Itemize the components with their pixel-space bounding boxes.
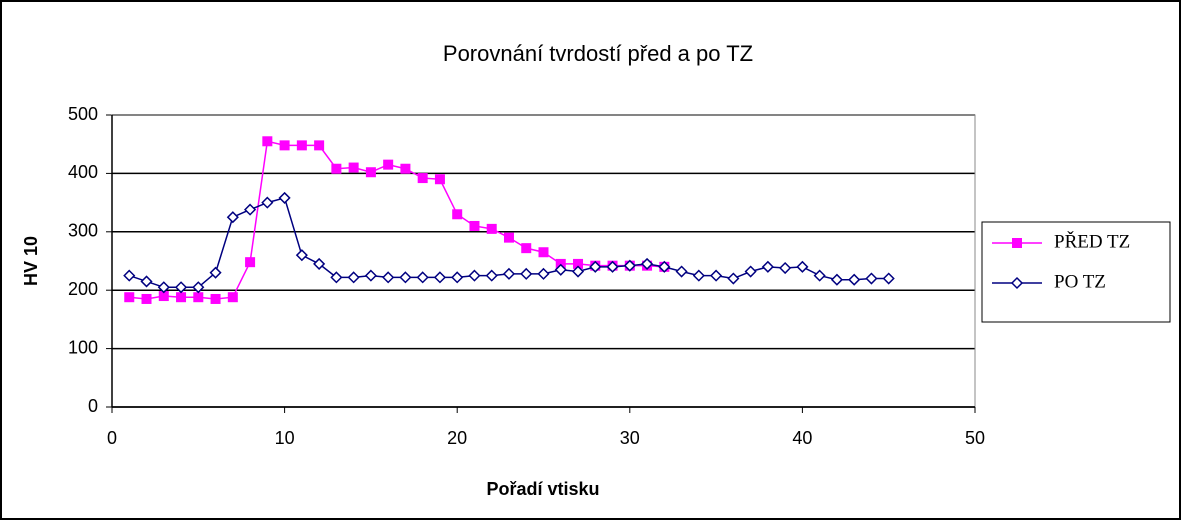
point [486, 223, 497, 234]
y-tick-label: 500 [68, 104, 98, 124]
point [485, 269, 498, 282]
point [382, 271, 395, 284]
point [675, 265, 688, 278]
point [347, 271, 360, 284]
point [244, 203, 257, 216]
point [640, 257, 654, 270]
chart-title: Porovnání tvrdostí před a po TZ [443, 41, 753, 66]
point [554, 263, 567, 276]
point [538, 247, 549, 258]
point [848, 273, 861, 286]
x-tick-label: 20 [447, 428, 467, 448]
point [521, 243, 532, 254]
point [761, 260, 774, 273]
point [468, 269, 481, 282]
point [192, 281, 205, 294]
point [571, 265, 585, 278]
point [813, 269, 826, 282]
point [830, 273, 843, 286]
legend-label: PO TZ [1054, 271, 1106, 292]
point [383, 159, 394, 170]
point [295, 249, 308, 262]
point [469, 220, 480, 231]
point [399, 271, 412, 284]
point [744, 265, 757, 278]
point [279, 140, 290, 151]
point [210, 293, 221, 304]
x-tick-label: 10 [275, 428, 295, 448]
point [779, 261, 792, 275]
point [434, 174, 445, 185]
point [658, 260, 671, 273]
point [209, 266, 222, 279]
point [245, 257, 256, 268]
point [452, 209, 463, 220]
point [537, 267, 550, 280]
y-axis-label: HV 10 [21, 236, 41, 286]
x-tick-label: 50 [965, 428, 985, 448]
point [796, 260, 809, 273]
point [123, 269, 136, 282]
legend-marker [1010, 276, 1024, 290]
point [141, 293, 152, 304]
point [296, 140, 307, 151]
point [226, 211, 239, 224]
point [573, 258, 584, 269]
y-tick-label: 100 [68, 337, 98, 357]
point [348, 162, 359, 173]
point [227, 292, 238, 303]
point [882, 272, 895, 285]
y-tick-label: 200 [68, 279, 98, 299]
point [331, 163, 342, 174]
y-tick-label: 300 [68, 221, 98, 241]
point [400, 163, 411, 174]
point [416, 271, 429, 284]
point [176, 292, 187, 303]
point [314, 140, 325, 151]
point [313, 257, 326, 270]
point [157, 281, 170, 294]
legend-marker [1012, 238, 1022, 248]
point [589, 260, 602, 273]
point [865, 272, 878, 285]
point [623, 259, 636, 272]
point [365, 167, 376, 178]
point [140, 275, 153, 288]
point [174, 281, 188, 294]
point [364, 269, 377, 282]
x-tick-label: 0 [107, 428, 117, 448]
point [262, 136, 273, 147]
point [417, 173, 428, 184]
point [710, 269, 723, 282]
point [330, 271, 343, 284]
point [261, 196, 274, 209]
point [503, 232, 514, 243]
point [692, 269, 705, 282]
x-tick-label: 30 [620, 428, 640, 448]
x-tick-label: 40 [792, 428, 812, 448]
point [502, 267, 516, 280]
point [158, 291, 169, 302]
point [606, 260, 619, 273]
y-tick-label: 0 [88, 396, 98, 416]
point [451, 271, 464, 284]
point [193, 292, 204, 303]
point [124, 292, 135, 303]
legend-label: PŘED TZ [1054, 230, 1130, 252]
point [520, 267, 533, 280]
x-axis-label: Pořadí vtisku [486, 479, 599, 499]
point [278, 191, 291, 204]
point [433, 271, 447, 284]
y-tick-label: 400 [68, 162, 98, 182]
point [727, 272, 740, 285]
